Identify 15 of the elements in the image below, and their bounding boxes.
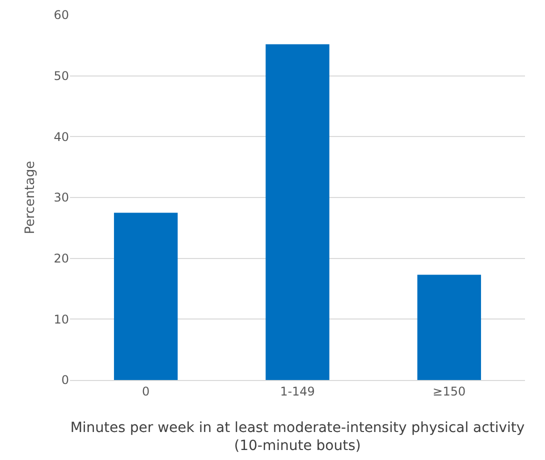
bar xyxy=(114,212,178,380)
y-tick-label: 30 xyxy=(54,190,69,205)
y-tick-label: 20 xyxy=(54,252,69,266)
bar xyxy=(417,274,482,380)
y-tick-label: 60 xyxy=(54,8,69,22)
x-tick-label: 1-149 xyxy=(280,384,315,398)
x-axis-title: Minutes per week in at least moderate-intensity physical activity (10-minute bouts) xyxy=(70,420,525,454)
y-tick-label: 10 xyxy=(54,312,69,326)
y-tick-label: 50 xyxy=(54,69,69,84)
y-axis-title: Percentage xyxy=(23,160,38,234)
x-tick-label: ≥150 xyxy=(432,384,466,398)
x-tick-label: 0 xyxy=(142,384,150,398)
bar xyxy=(266,44,330,380)
y-tick-label: 0 xyxy=(61,373,69,388)
y-tick-label: 40 xyxy=(54,130,69,144)
